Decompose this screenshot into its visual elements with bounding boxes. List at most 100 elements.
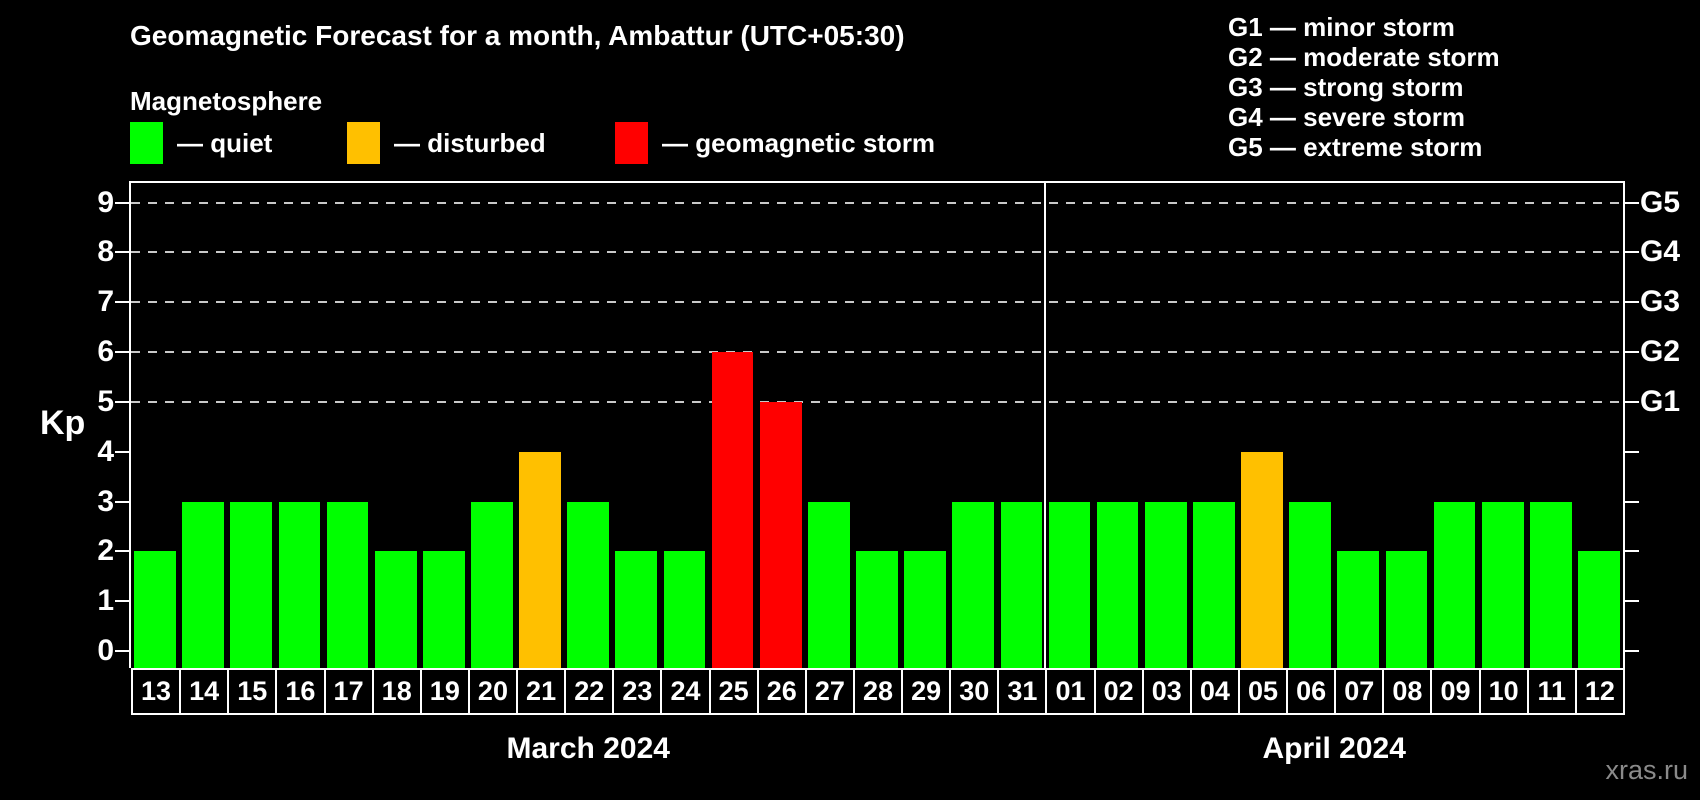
right-axis-tick-0 [1625,650,1639,652]
storm-scale-legend: G1 — minor storm G2 — moderate storm G3 … [1228,12,1500,162]
date-label-06: 06 [1286,668,1337,715]
right-axis-tick-8 [1625,251,1639,254]
kp-bar-25 [711,352,754,668]
y-axis-tick-label-6: 6 [97,335,114,368]
date-label-23: 23 [612,668,663,715]
kp-bar-02 [1096,501,1139,668]
xras-watermark: xras.ru [1605,755,1688,785]
g5-legend-line: G5 — extreme storm [1228,132,1483,162]
kp-bar-29 [904,551,946,668]
right-axis-tick-6 [1625,351,1639,353]
gridline-kp5 [131,400,1623,403]
legend-label-disturbed: — disturbed [394,127,546,158]
kp-axis-title: Kp [40,404,86,442]
right-axis-tick-5 [1625,400,1639,403]
kp-bar-22 [567,501,610,668]
date-label-10: 10 [1478,668,1529,715]
g-axis-label-g3: G3 [1640,285,1681,319]
date-label-31: 31 [997,668,1048,715]
date-label-07: 07 [1334,668,1385,715]
legend-item-storm: — geomagnetic storm [615,121,935,165]
kp-bar-27 [808,501,850,668]
date-label-09: 09 [1430,668,1481,715]
g-axis-label-g5: G5 [1640,185,1681,219]
y-axis-tick-label-2: 2 [97,534,114,568]
date-label-11: 11 [1526,668,1577,715]
g-axis-label-g2: G2 [1640,335,1681,368]
legend-item-quiet: — quiet [130,121,272,165]
kp-bar-24 [663,551,706,668]
date-label-02: 02 [1093,668,1144,715]
date-label-12: 12 [1574,668,1625,715]
y-axis-tick-label-1: 1 [97,584,114,618]
kp-bar-12 [1578,551,1620,668]
kp-bar-30 [952,501,995,668]
kp-bar-08 [1385,551,1428,668]
date-label-18: 18 [371,668,422,715]
month-label-0: March 2024 [506,732,670,765]
plot-area [129,181,1625,668]
y-axis-tick-label-7: 7 [97,285,114,319]
kp-bar-31 [1000,501,1043,668]
kp-bar-16 [278,501,321,668]
left-axis-tick-7 [115,301,129,304]
date-label-27: 27 [804,668,855,715]
kp-bar-21 [519,451,561,668]
kp-bar-19 [422,551,465,668]
month-label-1: April 2024 [1262,732,1406,765]
legend-label-quiet: — quiet [177,127,273,158]
date-label-15: 15 [227,668,278,715]
left-axis-tick-5 [115,400,129,403]
date-label-25: 25 [708,668,759,715]
right-axis-tick-3 [1625,500,1639,503]
date-label-26: 26 [756,668,807,715]
date-label-21: 21 [516,668,567,715]
legend-label-storm: — geomagnetic storm [662,127,936,158]
right-axis-tick-4 [1625,450,1639,453]
date-label-13: 13 [131,668,182,715]
left-axis-tick-4 [115,450,129,453]
date-label-19: 19 [419,668,470,715]
left-axis-tick-1 [115,600,129,603]
kp-bar-04 [1193,501,1235,668]
page-title: Geomagnetic Forecast for a month, Ambatt… [130,20,905,51]
kp-bar-07 [1337,551,1380,668]
left-axis-tick-0 [115,650,129,652]
g3-legend-line: G3 — strong storm [1228,72,1464,102]
date-label-20: 20 [467,668,519,715]
date-label-04: 04 [1189,668,1240,715]
left-axis-tick-6 [115,351,129,353]
g-axis-label-g4: G4 [1640,235,1681,269]
date-label-14: 14 [179,668,230,715]
g1-legend-line: G1 — minor storm [1228,12,1455,42]
date-label-08: 08 [1382,668,1433,715]
kp-bar-10 [1481,501,1524,668]
date-label-03: 03 [1141,668,1192,715]
date-label-24: 24 [660,668,711,715]
right-axis-tick-2 [1625,550,1639,553]
disturbed-swatch [347,122,380,164]
gridline-kp8 [131,251,1623,254]
gridline-kp6 [131,351,1623,353]
right-axis-tick-7 [1625,301,1639,304]
magnetosphere-subtitle: Magnetosphere [130,86,323,116]
storm-swatch [615,122,648,164]
date-label-16: 16 [275,668,326,715]
kp-bar-28 [856,551,898,668]
right-axis-tick-1 [1625,600,1639,603]
kp-bar-05 [1241,451,1283,668]
y-axis-tick-label-8: 8 [97,235,114,269]
kp-bar-26 [759,401,802,668]
date-label-28: 28 [852,668,904,715]
y-axis-tick-label-0: 0 [97,634,114,667]
kp-bar-06 [1289,501,1332,668]
date-label-01: 01 [1045,668,1096,715]
kp-bar-03 [1144,501,1187,668]
month-separator [1044,183,1047,668]
kp-bar-23 [615,551,658,668]
g4-legend-line: G4 — severe storm [1228,102,1466,132]
date-label-30: 30 [949,668,1000,715]
left-axis-tick-8 [115,251,129,254]
gridline-kp9 [131,201,1623,204]
left-axis-tick-9 [115,201,129,204]
